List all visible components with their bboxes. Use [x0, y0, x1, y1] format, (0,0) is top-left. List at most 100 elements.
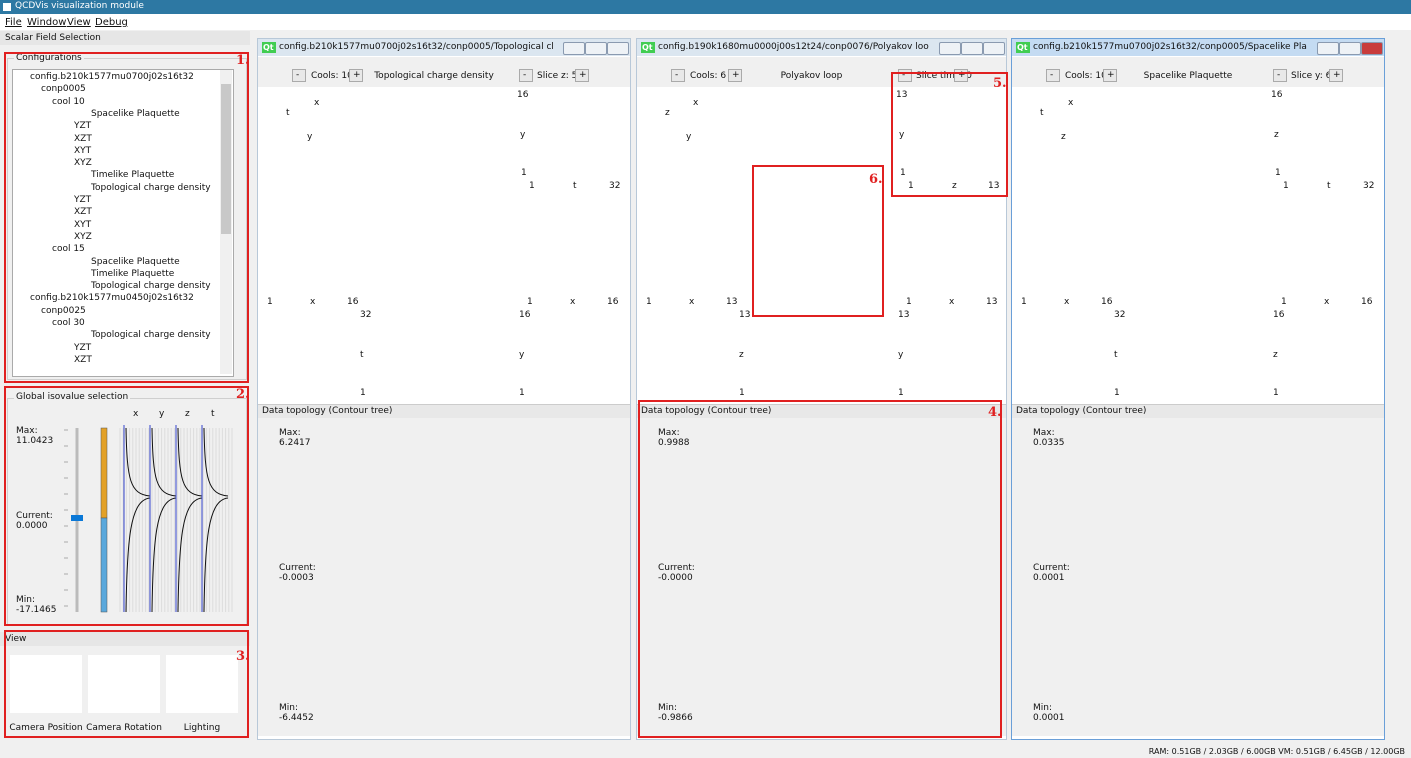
tree-item[interactable]: Topological charge density — [91, 330, 211, 341]
tree-item[interactable]: XZT — [74, 133, 92, 144]
button-text[interactable]: + — [1107, 70, 1115, 80]
tree-item[interactable]: XZT — [74, 354, 92, 365]
tree-item[interactable]: Spacelike Plaquette — [91, 256, 180, 267]
menu-item[interactable]: File — [5, 17, 22, 28]
view-label[interactable]: Camera Position — [9, 723, 83, 733]
subwindow-titlebar — [637, 39, 1006, 56]
tree-item[interactable]: cool 10 — [52, 96, 85, 107]
button[interactable] — [519, 69, 533, 82]
button-text[interactable]: + — [958, 70, 966, 80]
button-text[interactable]: - — [675, 70, 679, 80]
button-text[interactable]: + — [732, 70, 740, 80]
tree-item[interactable]: conp0025 — [41, 305, 86, 316]
slice-axis: x — [310, 297, 316, 307]
view-thumb[interactable] — [166, 655, 238, 713]
status-bar — [0, 744, 1411, 758]
min-value: -0.9866 — [658, 713, 693, 723]
slice-tick: 1 — [906, 297, 912, 307]
view-label[interactable]: Camera Rotation — [86, 723, 162, 733]
button[interactable] — [575, 69, 589, 82]
tree-item[interactable]: YZT — [74, 342, 92, 353]
annotation-box — [891, 72, 1008, 197]
slice-label: Slice time: 0 — [916, 71, 973, 81]
qt-icon — [262, 42, 276, 53]
button-text[interactable]: - — [296, 70, 300, 80]
tree-item[interactable]: XYT — [74, 219, 92, 230]
tree-item[interactable]: conp0005 — [41, 84, 86, 95]
button-text[interactable]: - — [1277, 70, 1281, 80]
window-btn[interactable] — [607, 42, 629, 55]
button[interactable] — [671, 69, 685, 82]
window-btn[interactable] — [939, 42, 961, 55]
tree-item[interactable]: cool 15 — [52, 244, 85, 255]
view-thumb[interactable] — [10, 655, 82, 713]
button-text[interactable]: + — [353, 70, 361, 80]
button[interactable] — [349, 69, 363, 82]
button-text[interactable]: - — [1050, 70, 1054, 80]
tree-item[interactable]: config.b210k1577mu0700j02s16t32 — [30, 72, 194, 82]
window-btn[interactable] — [1361, 42, 1383, 55]
slice-tick: 16 — [1361, 297, 1373, 307]
slice-tick: 1 — [360, 388, 366, 398]
annotation-box — [4, 52, 249, 383]
slice-tick: 1 — [898, 388, 904, 398]
min-label: Min: — [1033, 703, 1053, 713]
button-text[interactable]: - — [902, 70, 906, 80]
button[interactable] — [1329, 69, 1343, 82]
button-text[interactable]: + — [579, 70, 587, 80]
current-value: -0.0000 — [658, 573, 693, 583]
topology-title: Data topology (Contour tree) — [641, 406, 772, 416]
tree-item[interactable]: config.b210k1577mu0450j02s16t32 — [30, 293, 194, 304]
slice-tick: 1 — [900, 168, 906, 178]
tree — [12, 69, 234, 377]
window-btn[interactable] — [1339, 42, 1361, 55]
button[interactable] — [1103, 69, 1117, 82]
slice-axis: y — [898, 350, 904, 360]
cools-label: Cools: 6 — [690, 71, 727, 81]
tree-item[interactable]: cool 30 — [52, 318, 85, 328]
tree-item[interactable]: XYT — [74, 145, 92, 156]
button-text[interactable]: - — [523, 70, 527, 80]
slice-tick: 1 — [1273, 388, 1279, 398]
tree-item[interactable]: Timelike Plaquette — [91, 170, 175, 181]
qt-icon-text: Qt — [642, 43, 653, 52]
button[interactable] — [1046, 69, 1060, 82]
slice-axis: x — [570, 297, 576, 307]
slice-axis: x — [1064, 297, 1070, 307]
menu-item[interactable]: Window — [27, 17, 67, 28]
slice-tick: 1 — [519, 388, 525, 398]
view-thumb[interactable] — [88, 655, 160, 713]
button[interactable] — [1273, 69, 1287, 82]
tree-item[interactable]: Timelike Plaquette — [91, 268, 175, 279]
window-btn[interactable] — [563, 42, 585, 55]
window-btn[interactable] — [585, 42, 607, 55]
max-value: 0.0335 — [1033, 438, 1065, 448]
slice-tick: 16 — [517, 90, 529, 100]
tree-item[interactable]: XYZ — [74, 231, 92, 242]
triad-label: x — [1068, 98, 1074, 108]
menu-item[interactable]: Debug — [95, 17, 128, 28]
tree-item[interactable]: Topological charge density — [91, 281, 211, 292]
button[interactable] — [292, 69, 306, 82]
window-btn[interactable] — [983, 42, 1005, 55]
qt-icon — [1016, 42, 1030, 53]
tree-item[interactable]: YZT — [74, 121, 92, 132]
tree-item[interactable]: XZT — [74, 207, 92, 218]
annotation-label: 4. — [988, 405, 1002, 420]
tree-item[interactable]: Topological charge density — [91, 182, 211, 193]
axis-label: z — [185, 409, 190, 419]
window-title: QCDVis visualization module — [15, 1, 144, 11]
menu-item[interactable]: View — [67, 17, 91, 28]
window-btn[interactable] — [961, 42, 983, 55]
tree-item[interactable]: XYZ — [74, 158, 92, 169]
max-label: Max: — [1033, 428, 1055, 438]
tree-item[interactable]: Spacelike Plaquette — [91, 108, 180, 119]
tree-item[interactable]: YZT — [74, 195, 92, 205]
button-text[interactable]: + — [1333, 70, 1341, 80]
slice-tick: 32 — [609, 181, 621, 191]
slice-tick: 32 — [1363, 181, 1375, 191]
window-btn[interactable] — [1317, 42, 1339, 55]
button[interactable] — [728, 69, 742, 82]
view-label[interactable]: Lighting — [183, 723, 221, 733]
